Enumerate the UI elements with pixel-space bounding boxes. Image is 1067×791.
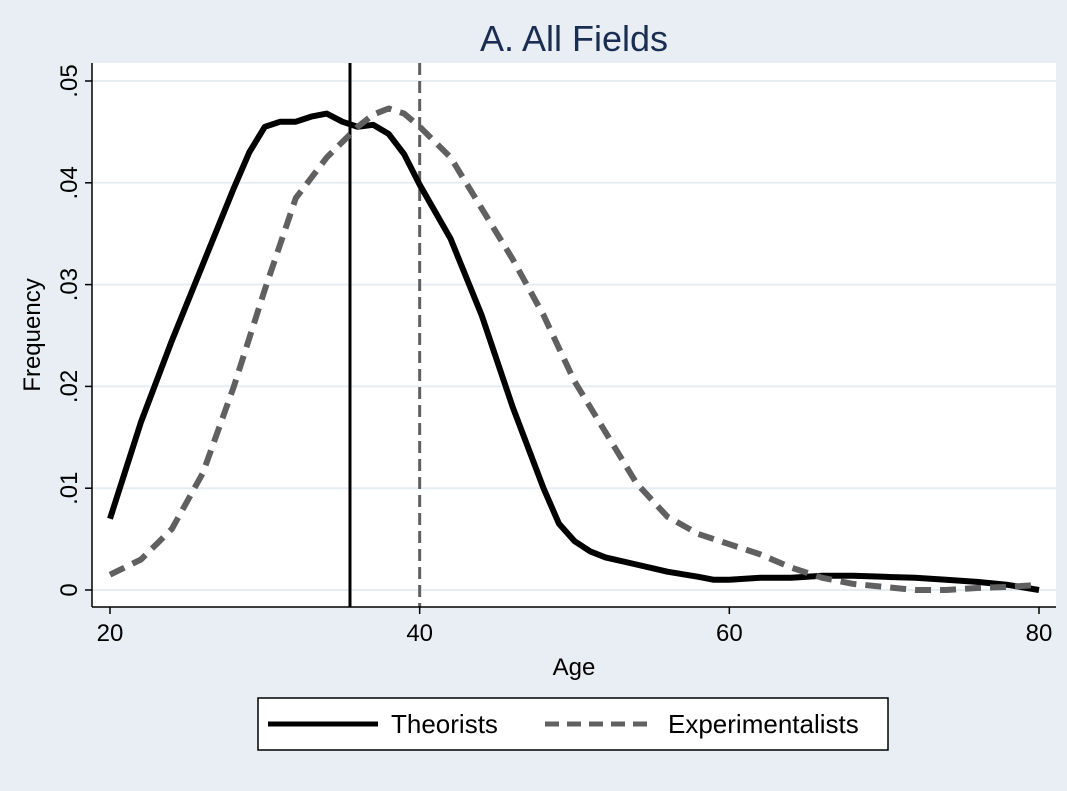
y-tick-label-5: .05 bbox=[56, 64, 83, 97]
legend: Theorists Experimentalists bbox=[257, 697, 889, 751]
x-tick-label-2: 60 bbox=[716, 620, 743, 647]
x-tick-label-3: 80 bbox=[1026, 620, 1053, 647]
plot-area bbox=[92, 63, 1056, 607]
x-axis-label: Age bbox=[553, 654, 596, 681]
axes bbox=[91, 63, 1056, 608]
legend-label-theorists: Theorists bbox=[391, 709, 498, 739]
y-tick-label-0: 0 bbox=[56, 583, 83, 596]
series-group bbox=[107, 105, 1040, 593]
x-tick-label-0: 20 bbox=[97, 620, 124, 647]
legend-label-experimentalists: Experimentalists bbox=[668, 709, 859, 739]
series-line-theorists bbox=[107, 110, 1040, 593]
x-ticks: 20 40 60 80 bbox=[97, 607, 1053, 647]
series-line-experimentalists bbox=[108, 105, 1040, 593]
y-ticks: 0 .01 .02 .03 .04 .05 bbox=[56, 64, 92, 597]
y-tick-label-1: .01 bbox=[56, 472, 83, 505]
x-tick-label-1: 40 bbox=[406, 620, 433, 647]
y-tick-label-3: .03 bbox=[56, 268, 83, 301]
y-axis-label: Frequency bbox=[19, 278, 46, 391]
reference-lines bbox=[348, 63, 422, 607]
y-tick-label-4: .04 bbox=[56, 166, 83, 199]
y-tick-label-2: .02 bbox=[56, 370, 83, 403]
chart-title: A. All Fields bbox=[480, 18, 668, 59]
